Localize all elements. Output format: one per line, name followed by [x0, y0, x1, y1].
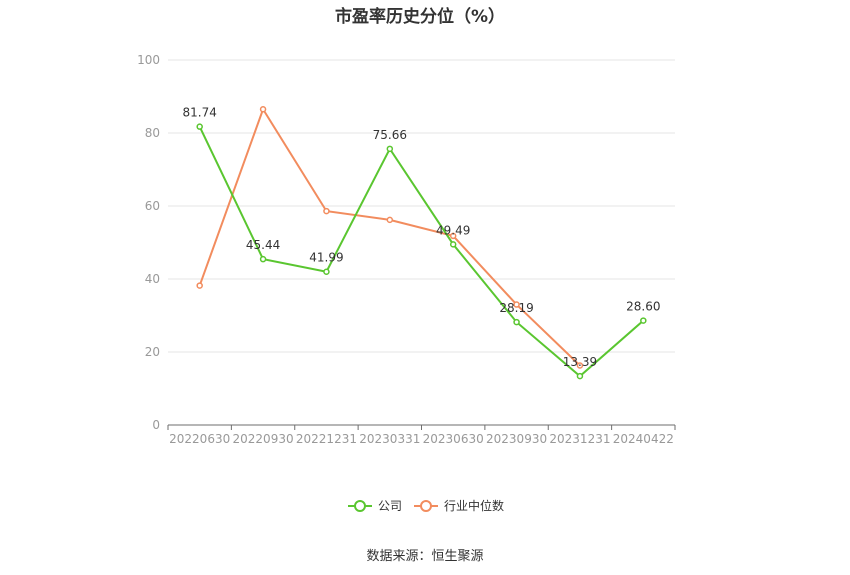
- grid-lines: [168, 59, 675, 353]
- x-axis: 20220630 20220930 20221231 20230331 20230630…: [167, 424, 676, 446]
- data-label: 81.74: [183, 106, 217, 120]
- x-tick-label: 20230930: [486, 432, 547, 446]
- y-tick-label: 0: [152, 418, 160, 432]
- x-tick-label: 20220630: [169, 432, 230, 446]
- data-label: 41.99: [309, 251, 343, 265]
- data-point: [513, 318, 520, 326]
- data-point: [576, 372, 584, 380]
- data-label: 49.49: [436, 223, 470, 237]
- series-line: [198, 126, 644, 378]
- legend-marker: [420, 500, 432, 512]
- data-point: [449, 241, 457, 248]
- data-point: [259, 255, 267, 263]
- y-tick-label: 60: [145, 199, 160, 213]
- x-tick-label: 20231231: [549, 432, 610, 446]
- data-point: [640, 317, 647, 324]
- y-tick-label: 20: [145, 345, 160, 359]
- series-points: [196, 106, 647, 380]
- data-point: [323, 207, 330, 215]
- x-tick-label: 20230630: [423, 432, 484, 446]
- data-point: [323, 268, 330, 275]
- data-point: [449, 232, 457, 240]
- data-point: [576, 362, 584, 369]
- legend-label: 公司: [378, 499, 402, 513]
- data-point: [259, 106, 267, 113]
- x-tick-label: 20221231: [296, 432, 357, 446]
- y-tick-label: 80: [145, 126, 160, 140]
- data-point: [196, 282, 203, 289]
- y-tick-label: 40: [145, 272, 160, 286]
- data-point: [513, 301, 520, 308]
- data-point: [386, 216, 394, 224]
- data-point: [386, 145, 394, 153]
- data-label: 75.66: [373, 128, 407, 142]
- legend: 公司 行业中位数: [348, 498, 504, 513]
- x-tick-label: 20230331: [359, 432, 420, 446]
- data-source: 数据来源：恒生聚源: [366, 549, 484, 564]
- y-axis-ticks: 0 20 40 60 80 100: [137, 53, 160, 432]
- x-tick-label: 20240422: [613, 432, 674, 446]
- data-label: 13.39: [563, 355, 597, 369]
- data-point: [196, 123, 203, 130]
- data-label: 28.60: [626, 300, 660, 314]
- legend-marker: [354, 500, 366, 512]
- y-tick-label: 100: [137, 53, 160, 67]
- legend-label: 行业中位数: [444, 498, 504, 513]
- chart-title: 市盈率历史分位（%）: [334, 7, 506, 27]
- x-tick-label: 20220930: [233, 432, 294, 446]
- data-label: 45.44: [246, 238, 280, 252]
- data-labels: 81.74 45.44 41.99 75.66 49.49 28.19 13.39 28.60: [183, 106, 661, 369]
- data-label: 28.19: [499, 301, 533, 315]
